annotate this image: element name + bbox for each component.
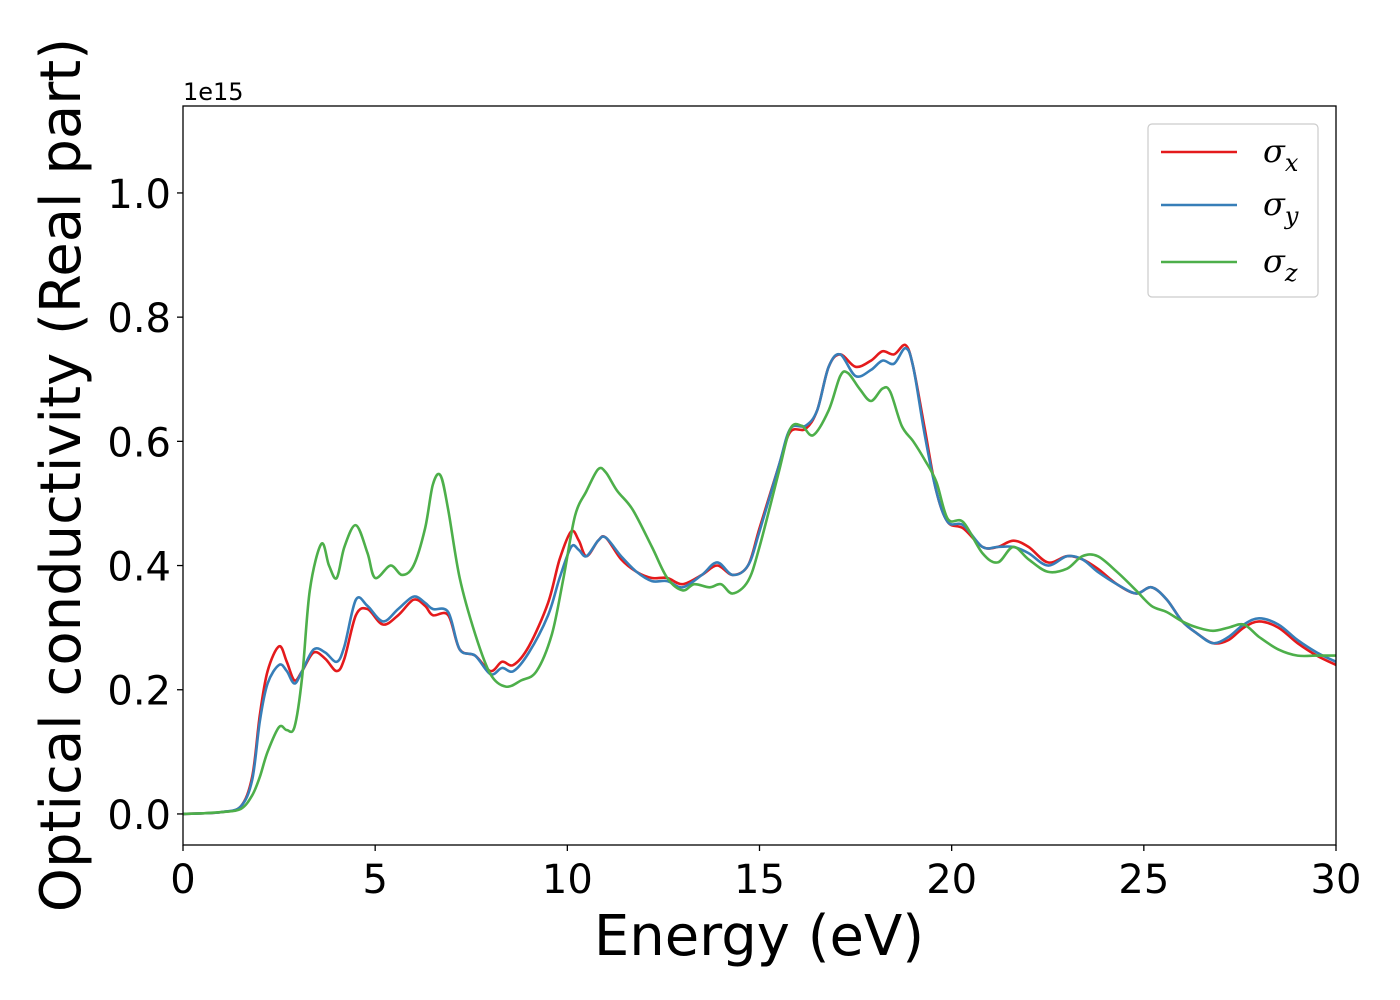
y-offset-text: 1e15 [183, 78, 244, 106]
y-axis-title: Optical conductivity (Real part) [29, 38, 94, 912]
y-tick-label: 0.2 [107, 669, 171, 715]
plot-area [183, 106, 1336, 845]
legend-frame [1147, 123, 1319, 298]
y-tick-label: 0.8 [107, 296, 171, 342]
x-tick-label: 30 [1311, 857, 1362, 903]
series-line-y [183, 346, 1336, 816]
x-tick-label: 10 [542, 857, 593, 903]
x-tick-label: 0 [170, 857, 195, 903]
series-line-z [183, 370, 1336, 816]
x-tick-label: 15 [734, 857, 785, 903]
series-layer [183, 343, 1336, 816]
y-axis-ticks: 0.0 0.2 0.4 0.6 0.8 1.0 [107, 172, 183, 839]
y-tick-label: 0.4 [107, 545, 171, 591]
x-axis-title: Energy (eV) [594, 904, 924, 969]
y-tick-label: 1.0 [107, 172, 171, 218]
y-tick-label: 0.0 [107, 793, 171, 839]
x-axis-ticks: 0 5 10 15 20 25 30 [170, 845, 1361, 903]
x-tick-label: 20 [926, 857, 977, 903]
x-tick-label: 25 [1118, 857, 1169, 903]
y-tick-label: 0.6 [107, 420, 171, 466]
x-tick-label: 5 [362, 857, 387, 903]
series-line-x [183, 343, 1336, 816]
